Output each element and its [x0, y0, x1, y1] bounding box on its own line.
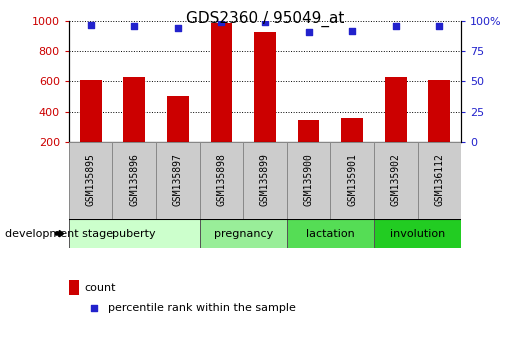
Bar — [243, 142, 287, 219]
Bar — [80, 80, 102, 142]
Text: GSM135895: GSM135895 — [86, 153, 96, 206]
Point — [90, 305, 99, 311]
Bar — [298, 120, 320, 142]
Point — [392, 23, 400, 29]
Bar — [210, 23, 232, 142]
Text: GSM135901: GSM135901 — [347, 153, 357, 206]
Text: GSM135899: GSM135899 — [260, 153, 270, 206]
Bar — [200, 142, 243, 219]
Bar — [167, 97, 189, 142]
Bar — [428, 80, 450, 142]
Bar — [374, 142, 418, 219]
Bar — [69, 142, 112, 219]
Text: GSM135896: GSM135896 — [129, 153, 139, 206]
Bar — [69, 219, 200, 248]
Point — [174, 25, 182, 31]
Text: GDS2360 / 95049_at: GDS2360 / 95049_at — [186, 11, 344, 27]
Text: development stage: development stage — [5, 229, 113, 239]
Point — [304, 29, 313, 35]
Point — [435, 23, 444, 29]
Text: involution: involution — [390, 229, 445, 239]
Bar — [287, 219, 374, 248]
Point — [261, 19, 269, 25]
Point — [217, 19, 226, 25]
Point — [348, 28, 356, 34]
Point — [130, 23, 138, 29]
Text: GSM136112: GSM136112 — [434, 153, 444, 206]
Bar — [112, 142, 156, 219]
Bar — [385, 77, 407, 142]
Text: puberty: puberty — [112, 229, 156, 239]
Text: GSM135902: GSM135902 — [391, 153, 401, 206]
Text: percentile rank within the sample: percentile rank within the sample — [108, 303, 296, 313]
Bar — [200, 219, 287, 248]
Text: GSM135900: GSM135900 — [304, 153, 314, 206]
Text: count: count — [85, 283, 116, 293]
Text: GSM135897: GSM135897 — [173, 153, 183, 206]
Bar — [69, 280, 79, 295]
Bar — [156, 142, 200, 219]
Bar — [254, 32, 276, 142]
Bar — [330, 142, 374, 219]
Point — [86, 22, 95, 28]
Bar — [123, 77, 145, 142]
Bar — [374, 219, 461, 248]
Text: lactation: lactation — [306, 229, 355, 239]
Bar — [341, 118, 363, 142]
Bar — [287, 142, 330, 219]
Bar — [418, 142, 461, 219]
Text: pregnancy: pregnancy — [214, 229, 273, 239]
Text: GSM135898: GSM135898 — [216, 153, 226, 206]
